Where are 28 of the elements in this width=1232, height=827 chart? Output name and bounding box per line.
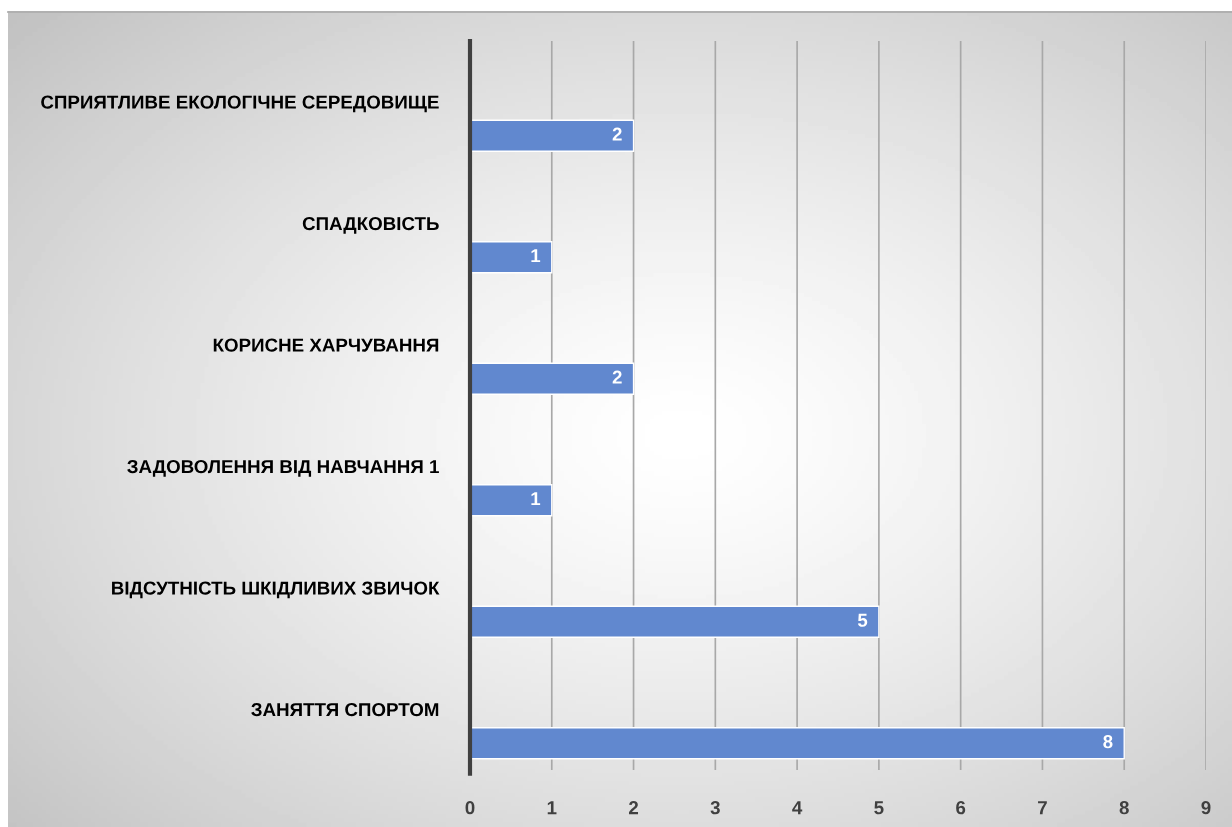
bar [470,484,553,517]
bar [470,605,880,638]
data-label: 8 [1103,735,1113,749]
x-tick-label: 0 [465,801,475,815]
y-tick-label: КОРИСНЕ ХАРЧУВАННЯ [213,338,439,352]
data-label: 1 [531,492,541,506]
y-tick-label: ЗАНЯТТЯ СПОРТОМ [251,702,439,717]
data-label: 2 [612,127,622,141]
bar [470,727,1125,760]
x-tick-label: 5 [874,801,884,815]
data-label: 5 [857,613,868,627]
x-tick-label: 1 [547,801,557,815]
bar [470,362,635,395]
x-tick-label: 4 [792,801,803,815]
x-tick-label: 7 [1038,801,1047,815]
data-label: 1 [531,249,541,263]
x-tick-label: 6 [956,801,966,815]
x-tick-label: 2 [628,801,639,815]
y-tick-label: СПРИЯТЛИВЕ ЕКОЛОГІЧНЕ СЕРЕДОВИЩЕ [41,95,439,113]
y-tick-label: ЗАДОВОЛЕННЯ ВІД НАВЧАННЯ 1 [127,459,439,477]
bar [470,241,553,274]
x-tick-label: 8 [1119,801,1129,815]
y-tick-label: СПАДКОВІСТЬ [302,216,439,234]
x-tick-label: 9 [1201,801,1211,815]
data-label: 2 [612,370,622,384]
x-tick-label: 3 [710,801,720,815]
y-tick-label: ВІДСУТНІСТЬ ШКІДЛИВИХ ЗВИЧОК [112,581,440,599]
bar [470,119,635,152]
